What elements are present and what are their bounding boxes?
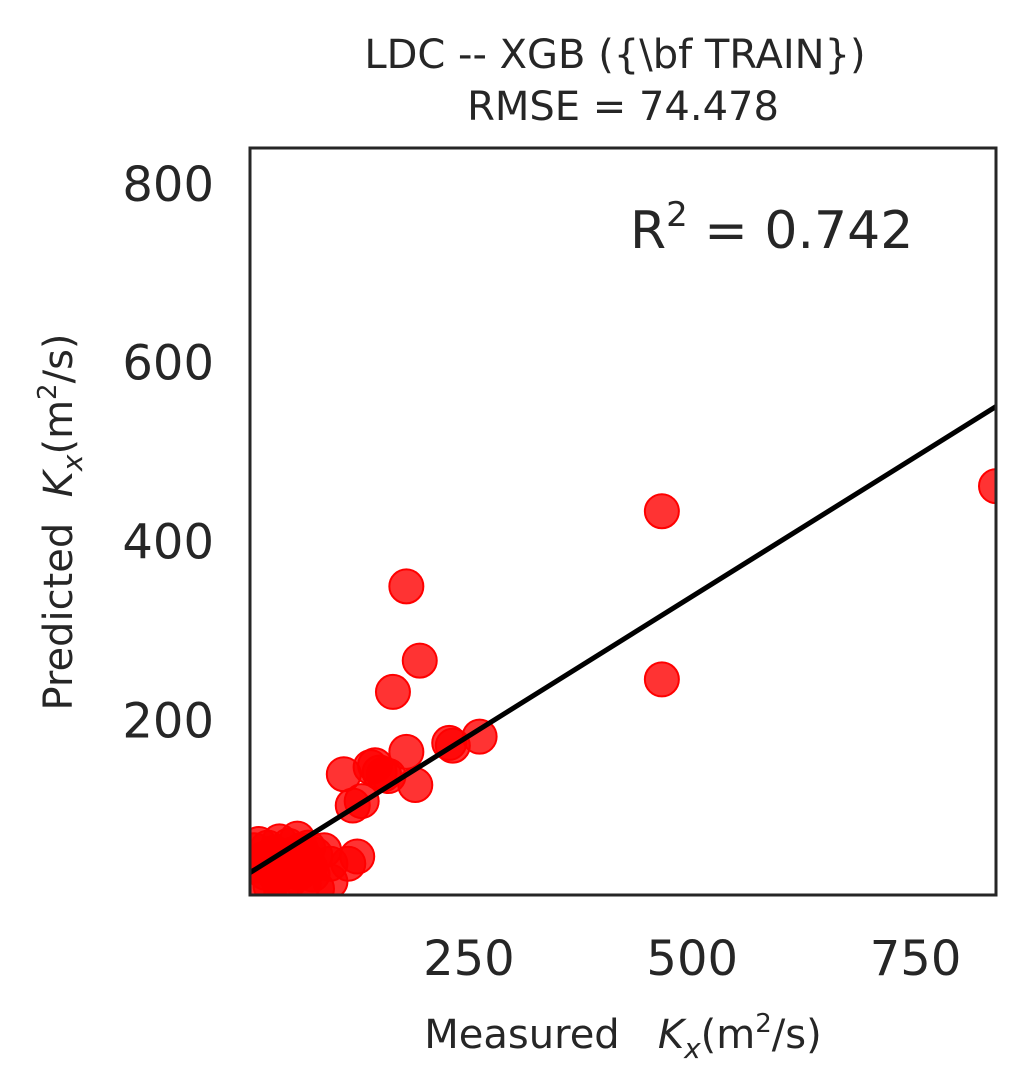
data-point [374,673,411,710]
data-point [401,642,438,679]
x-axis-label-sub: x [683,1032,701,1065]
x-axis-label-unit-close: /s) [772,1012,822,1058]
data-point [388,733,425,770]
x-axis-label-unit-sup: 2 [755,1009,772,1039]
r-squared-annotation: R2 = 0.742 [630,195,913,261]
y-tick-label: 400 [122,515,214,571]
chart-title: LDC -- XGB ({\bf TRAIN}) [364,32,865,78]
x-axis-label-prefix: Measured [424,1012,658,1058]
plot-area [248,146,998,897]
y-axis-label-prefix: Predicted [36,497,82,710]
y-tick-label: 800 [122,157,214,213]
x-tick-label: 500 [646,931,738,987]
x-axis-label: Measured Kx(m2/s) [424,1009,821,1065]
data-point [643,493,680,530]
y-axis-label-var: K [36,468,82,497]
plot-frame [248,146,998,897]
y-axis-label-unit-sup: 2 [33,383,63,400]
data-point [397,766,434,803]
x-ticks: 250 500 750 [423,931,961,987]
x-tick-label: 750 [870,931,962,987]
x-axis-label-unit-open: (m [701,1012,756,1058]
chart-subtitle: RMSE = 74.478 [467,84,779,130]
y-axis-label-unit-close: /s) [36,333,82,383]
annotation-value: = 0.742 [688,201,914,261]
fit-line [250,404,996,876]
y-axis-label-group: Predicted Kx(m2/s) [33,333,89,710]
data-point [461,718,498,755]
y-axis-label-unit-open: (m [36,400,82,455]
data-point [643,661,680,698]
annotation-sup: 2 [666,195,688,235]
x-axis-label-var: K [658,1012,687,1058]
data-point [388,568,425,605]
y-axis-label: Predicted Kx(m2/s) [33,333,89,710]
x-tick-label: 250 [423,931,515,987]
y-axis-label-sub: x [56,454,89,472]
y-tick-label: 600 [122,336,214,392]
annotation-r: R [630,201,666,261]
y-ticks: 200 400 600 800 [122,157,214,750]
data-point [339,838,376,875]
data-point [978,468,996,505]
y-tick-label: 200 [122,694,214,750]
